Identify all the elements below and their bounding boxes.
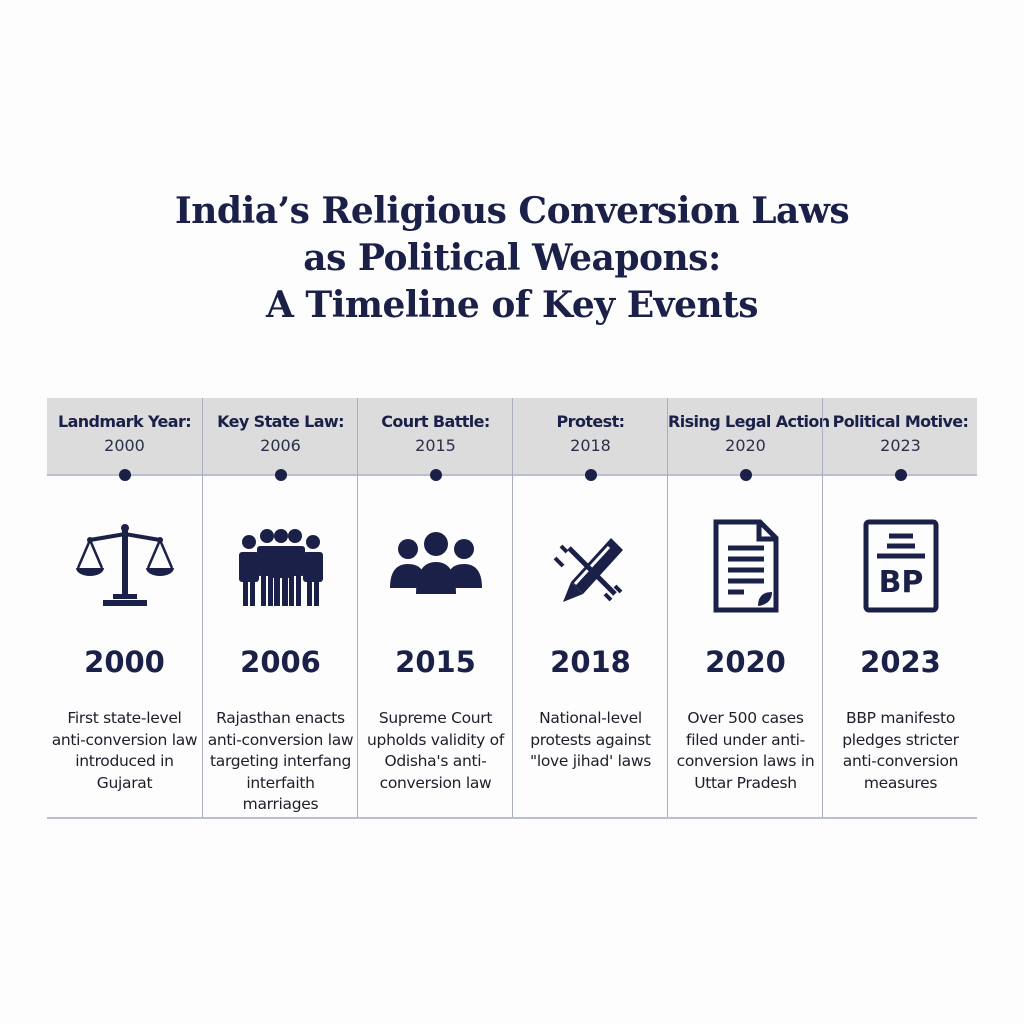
column-header-year: 2023 xyxy=(880,436,921,455)
event-year: 2020 xyxy=(705,645,786,679)
timeline-dot xyxy=(118,469,131,481)
column-header-year: 2020 xyxy=(725,436,766,455)
timeline-column: Court Battle: 2015 2015 Supreme Court upho… xyxy=(357,398,513,817)
event-year: 2006 xyxy=(240,645,321,679)
timeline-dot xyxy=(429,469,442,481)
document-icon xyxy=(696,516,796,616)
timeline-dot xyxy=(274,469,287,481)
timeline-column: Rising Legal Action 2020 2020 Over 500 cas… xyxy=(667,398,830,817)
timeline-column: Political Motive: 2023 BP 2023 BBP manifest… xyxy=(822,398,978,817)
timeline-dot xyxy=(894,469,907,481)
column-header-year: 2015 xyxy=(415,436,456,455)
event-year: 2015 xyxy=(395,645,476,679)
column-header-year: 2006 xyxy=(260,436,301,455)
timeline-column: Key State Law: 2006 2006 Rajasthan enacts … xyxy=(202,398,358,817)
timeline-dot xyxy=(584,469,597,481)
title-line: as Political Weapons: xyxy=(303,237,721,279)
bp-manifesto-icon: BP xyxy=(851,516,951,616)
column-label: Court Battle: xyxy=(381,412,490,431)
timeline-dot xyxy=(739,469,752,481)
event-description: Rajasthan enacts anti-conversion law tar… xyxy=(207,709,354,813)
column-header-year: 2000 xyxy=(104,436,145,455)
column-label: Key State Law: xyxy=(217,412,344,431)
event-description: First state-level anti-conversion law in… xyxy=(51,709,198,792)
page-title: India’s Religious Conversion Laws as Pol… xyxy=(0,188,1024,329)
column-label: Protest: xyxy=(556,412,625,431)
event-description: BBP manifesto pledges stricter anti-conv… xyxy=(842,709,959,792)
column-label: Landmark Year: xyxy=(57,412,192,431)
column-header-year: 2018 xyxy=(570,436,611,455)
event-description: National-level protests against "love ji… xyxy=(530,709,651,770)
column-label: Political Motive: xyxy=(832,412,969,431)
timeline-column: Landmark Year: 2000 2000 First state-level… xyxy=(47,398,202,817)
crossed-out-pen-icon xyxy=(541,516,641,616)
timeline-table: Landmark Year: 2000 2000 First state-level… xyxy=(47,398,977,819)
group-of-people-icon xyxy=(386,516,486,616)
title-line: India’s Religious Conversion Laws xyxy=(174,190,850,232)
event-year: 2000 xyxy=(84,645,165,679)
title-line: A Timeline of Key Events xyxy=(265,284,759,326)
event-year: 2023 xyxy=(860,645,941,679)
event-description: Over 500 cases filed under anti-conversi… xyxy=(676,709,815,792)
crowd-of-people-icon xyxy=(231,516,331,616)
timeline-column: Protest: 2018 2018 National-level protests… xyxy=(512,398,668,817)
scales-of-justice-icon xyxy=(75,516,175,616)
svg-text:BP: BP xyxy=(878,565,923,600)
column-label: Rising Legal Action xyxy=(668,412,830,431)
event-year: 2018 xyxy=(550,645,631,679)
event-description: Supreme Court upholds validity of Odisha… xyxy=(367,709,504,792)
